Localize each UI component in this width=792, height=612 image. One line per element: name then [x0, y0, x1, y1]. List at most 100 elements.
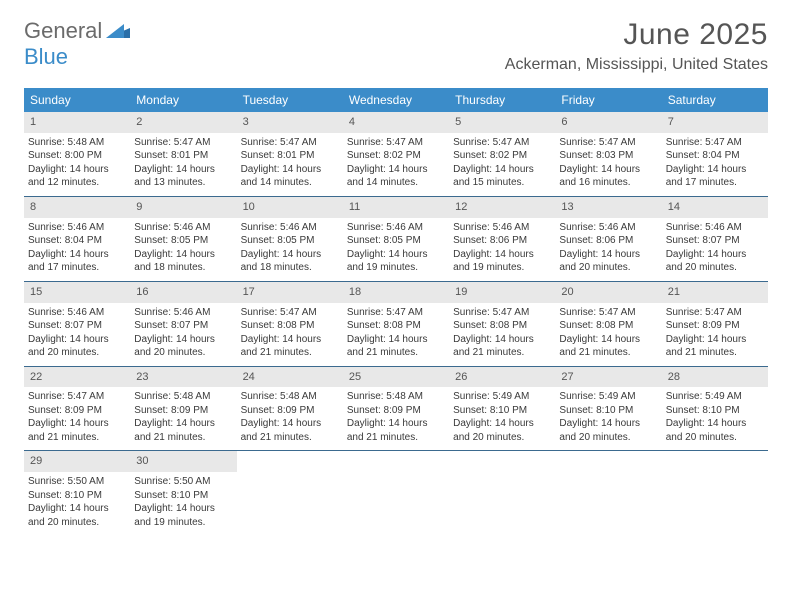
day-cell: 17Sunrise: 5:47 AMSunset: 8:08 PMDayligh…: [237, 282, 343, 366]
sunrise-text: Sunrise: 5:47 AM: [664, 136, 766, 150]
day1-text: Daylight: 14 hours: [26, 248, 128, 262]
day2-text: and 19 minutes.: [345, 261, 447, 275]
day1-text: Daylight: 14 hours: [132, 417, 234, 431]
sunset-text: Sunset: 8:01 PM: [132, 149, 234, 163]
sunrise-text: Sunrise: 5:47 AM: [451, 306, 553, 320]
day2-text: and 20 minutes.: [557, 431, 659, 445]
sunrise-text: Sunrise: 5:48 AM: [239, 390, 341, 404]
sunrise-text: Sunrise: 5:48 AM: [26, 136, 128, 150]
sunset-text: Sunset: 8:04 PM: [26, 234, 128, 248]
day-cell: 2Sunrise: 5:47 AMSunset: 8:01 PMDaylight…: [130, 112, 236, 196]
sunrise-text: Sunrise: 5:46 AM: [345, 221, 447, 235]
day2-text: and 14 minutes.: [345, 176, 447, 190]
day-cell: 11Sunrise: 5:46 AMSunset: 8:05 PMDayligh…: [343, 197, 449, 281]
day1-text: Daylight: 14 hours: [664, 248, 766, 262]
sunrise-text: Sunrise: 5:46 AM: [664, 221, 766, 235]
sunrise-text: Sunrise: 5:48 AM: [132, 390, 234, 404]
location-text: Ackerman, Mississippi, United States: [505, 56, 768, 74]
day-number: 6: [555, 112, 661, 133]
calendar-grid: SundayMondayTuesdayWednesdayThursdayFrid…: [24, 88, 768, 535]
sunset-text: Sunset: 8:10 PM: [132, 489, 234, 503]
week-row: 8Sunrise: 5:46 AMSunset: 8:04 PMDaylight…: [24, 197, 768, 282]
day1-text: Daylight: 14 hours: [26, 502, 128, 516]
day-number: 13: [555, 197, 661, 218]
day-header-wednesday: Wednesday: [343, 88, 449, 112]
day1-text: Daylight: 14 hours: [26, 417, 128, 431]
logo: General Blue: [24, 18, 130, 70]
sunrise-text: Sunrise: 5:47 AM: [345, 136, 447, 150]
sunrise-text: Sunrise: 5:48 AM: [345, 390, 447, 404]
page-header: General Blue June 2025 Ackerman, Mississ…: [24, 18, 768, 74]
day2-text: and 20 minutes.: [451, 431, 553, 445]
sunrise-text: Sunrise: 5:46 AM: [132, 306, 234, 320]
day-header-saturday: Saturday: [662, 88, 768, 112]
day2-text: and 20 minutes.: [132, 346, 234, 360]
logo-word-blue: Blue: [24, 44, 68, 69]
sunrise-text: Sunrise: 5:47 AM: [26, 390, 128, 404]
sunrise-text: Sunrise: 5:49 AM: [451, 390, 553, 404]
day-cell: 6Sunrise: 5:47 AMSunset: 8:03 PMDaylight…: [555, 112, 661, 196]
sunset-text: Sunset: 8:07 PM: [132, 319, 234, 333]
sunrise-text: Sunrise: 5:49 AM: [664, 390, 766, 404]
day-cell: 25Sunrise: 5:48 AMSunset: 8:09 PMDayligh…: [343, 367, 449, 451]
day-number: 3: [237, 112, 343, 133]
sunset-text: Sunset: 8:10 PM: [557, 404, 659, 418]
day-number: 24: [237, 367, 343, 388]
sunset-text: Sunset: 8:06 PM: [451, 234, 553, 248]
sunset-text: Sunset: 8:10 PM: [451, 404, 553, 418]
day2-text: and 15 minutes.: [451, 176, 553, 190]
day2-text: and 20 minutes.: [26, 346, 128, 360]
day1-text: Daylight: 14 hours: [557, 417, 659, 431]
day-number: 5: [449, 112, 555, 133]
day2-text: and 19 minutes.: [451, 261, 553, 275]
day-cell: 21Sunrise: 5:47 AMSunset: 8:09 PMDayligh…: [662, 282, 768, 366]
day-number: 10: [237, 197, 343, 218]
day-cell: 5Sunrise: 5:47 AMSunset: 8:02 PMDaylight…: [449, 112, 555, 196]
day1-text: Daylight: 14 hours: [345, 333, 447, 347]
day-cell: 24Sunrise: 5:48 AMSunset: 8:09 PMDayligh…: [237, 367, 343, 451]
day-header-monday: Monday: [130, 88, 236, 112]
day2-text: and 21 minutes.: [557, 346, 659, 360]
day-cell: 8Sunrise: 5:46 AMSunset: 8:04 PMDaylight…: [24, 197, 130, 281]
sunset-text: Sunset: 8:04 PM: [664, 149, 766, 163]
sunrise-text: Sunrise: 5:47 AM: [239, 136, 341, 150]
day-cell: 18Sunrise: 5:47 AMSunset: 8:08 PMDayligh…: [343, 282, 449, 366]
day-cell: 16Sunrise: 5:46 AMSunset: 8:07 PMDayligh…: [130, 282, 236, 366]
week-row: 15Sunrise: 5:46 AMSunset: 8:07 PMDayligh…: [24, 282, 768, 367]
sunrise-text: Sunrise: 5:47 AM: [664, 306, 766, 320]
day-number: 8: [24, 197, 130, 218]
day2-text: and 20 minutes.: [557, 261, 659, 275]
empty-day-cell: [237, 451, 343, 535]
sunset-text: Sunset: 8:09 PM: [345, 404, 447, 418]
day2-text: and 21 minutes.: [345, 346, 447, 360]
logo-word-general: General: [24, 18, 102, 43]
day-cell: 19Sunrise: 5:47 AMSunset: 8:08 PMDayligh…: [449, 282, 555, 366]
day1-text: Daylight: 14 hours: [132, 502, 234, 516]
sunset-text: Sunset: 8:08 PM: [345, 319, 447, 333]
sunset-text: Sunset: 8:02 PM: [345, 149, 447, 163]
day-cell: 1Sunrise: 5:48 AMSunset: 8:00 PMDaylight…: [24, 112, 130, 196]
sunset-text: Sunset: 8:07 PM: [664, 234, 766, 248]
day-header-friday: Friday: [555, 88, 661, 112]
sunset-text: Sunset: 8:09 PM: [132, 404, 234, 418]
sunrise-text: Sunrise: 5:46 AM: [26, 306, 128, 320]
day-cell: 12Sunrise: 5:46 AMSunset: 8:06 PMDayligh…: [449, 197, 555, 281]
sunset-text: Sunset: 8:08 PM: [239, 319, 341, 333]
day-number: 26: [449, 367, 555, 388]
day1-text: Daylight: 14 hours: [26, 163, 128, 177]
day-number: 23: [130, 367, 236, 388]
day2-text: and 20 minutes.: [26, 516, 128, 530]
day-cell: 29Sunrise: 5:50 AMSunset: 8:10 PMDayligh…: [24, 451, 130, 535]
day1-text: Daylight: 14 hours: [132, 333, 234, 347]
week-row: 22Sunrise: 5:47 AMSunset: 8:09 PMDayligh…: [24, 367, 768, 452]
day2-text: and 21 minutes.: [345, 431, 447, 445]
day2-text: and 18 minutes.: [132, 261, 234, 275]
day-number: 28: [662, 367, 768, 388]
day1-text: Daylight: 14 hours: [239, 333, 341, 347]
sunrise-text: Sunrise: 5:47 AM: [239, 306, 341, 320]
day-cell: 15Sunrise: 5:46 AMSunset: 8:07 PMDayligh…: [24, 282, 130, 366]
day2-text: and 21 minutes.: [451, 346, 553, 360]
day1-text: Daylight: 14 hours: [239, 417, 341, 431]
sunset-text: Sunset: 8:02 PM: [451, 149, 553, 163]
day-cell: 14Sunrise: 5:46 AMSunset: 8:07 PMDayligh…: [662, 197, 768, 281]
